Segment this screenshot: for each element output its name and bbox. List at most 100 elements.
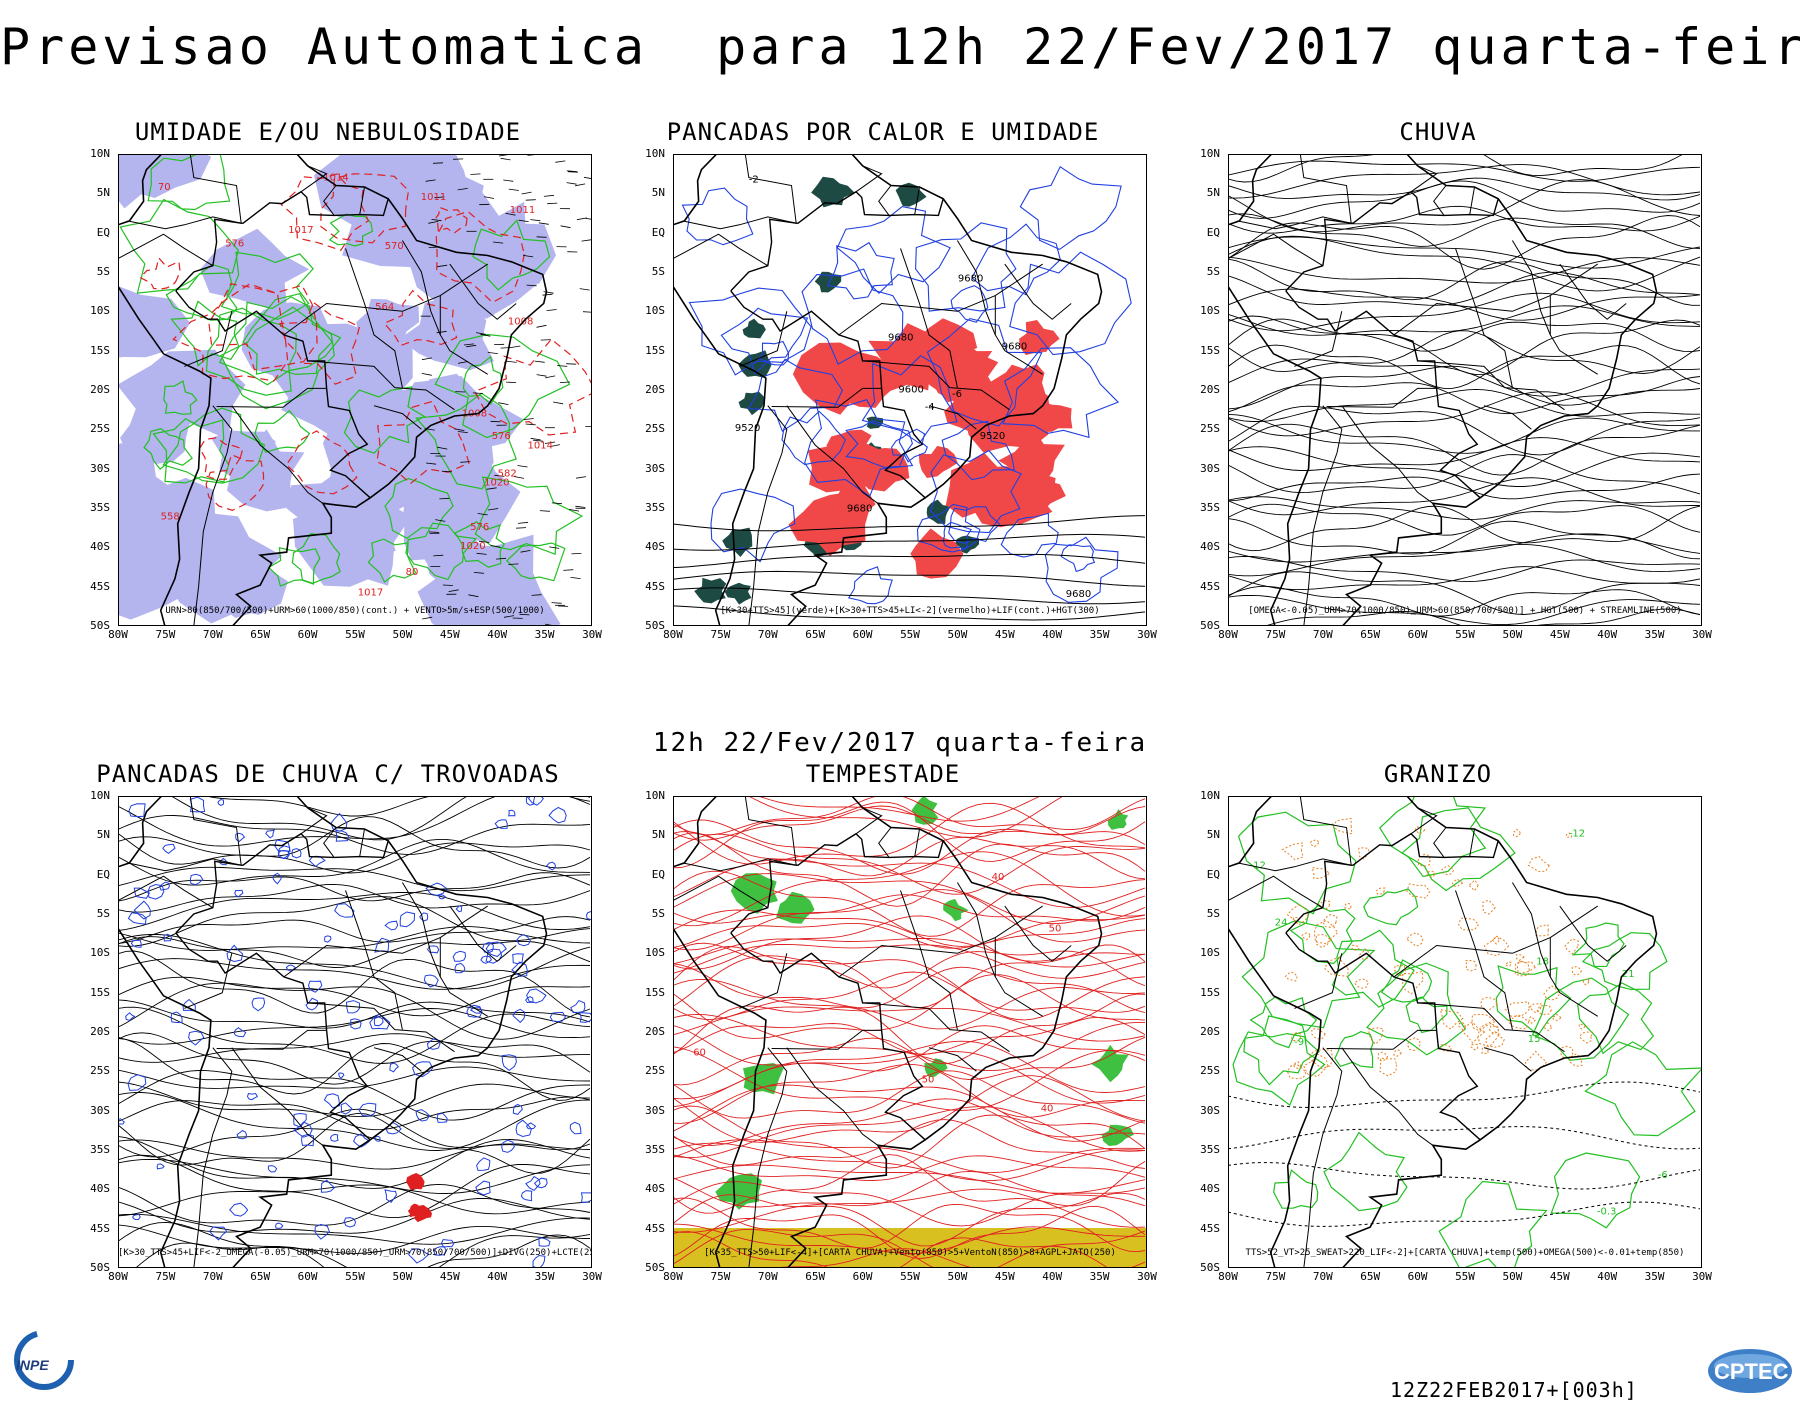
forecast-map [1228,154,1702,626]
longitude-label: 45W [1540,628,1580,641]
latitude-label: 5N [48,186,110,199]
longitude-label: 50W [1492,1270,1532,1283]
wind-arrow [491,421,501,422]
latitude-label: 35S [48,501,110,514]
panel-caption: TTS>52_VT>25_SWEAT>220_LIF<-2]+[CARTA CH… [1228,1248,1702,1258]
contour-label: -6 [1658,1170,1668,1181]
longitude-label: 60W [288,628,328,641]
contour-label: 564 [375,302,394,313]
latitude-label: 15S [603,986,665,999]
map-background [118,796,592,1268]
longitude-label: 55W [890,1270,930,1283]
longitude-label: 40W [1587,1270,1627,1283]
latitude-label: 30S [1158,462,1220,475]
latitude-label: 40S [1158,1182,1220,1195]
longitude-label: 55W [335,1270,375,1283]
contour-label: 576 [470,522,489,533]
latitude-label: 5S [48,265,110,278]
longitude-label: 65W [1350,628,1390,641]
contour-label: 60 [693,1047,706,1058]
latitude-label: 25S [603,1064,665,1077]
latitude-label: 10N [603,789,665,802]
svg-text:CPTEC: CPTEC [1714,1359,1789,1384]
panel-title: PANCADAS DE CHUVA C/ TROVOADAS [48,760,608,788]
latitude-label: 5S [48,907,110,920]
latitude-label: 45S [1158,580,1220,593]
longitude-label: 65W [795,628,835,641]
contour-label: -0.3 [1597,1207,1617,1218]
svg-text:INPE: INPE [16,1357,49,1373]
longitude-label: 55W [1445,628,1485,641]
contour-label: 1014 [528,441,553,452]
contour-label: 15 [1528,1034,1541,1045]
longitude-label: 35W [1635,628,1675,641]
latitude-label: 35S [603,1143,665,1156]
latitude-label: 5S [603,907,665,920]
latitude-label: 15S [48,344,110,357]
latitude-label: 10N [1158,147,1220,160]
contour-label: 1017 [288,225,313,236]
latitude-label: 15S [1158,344,1220,357]
latitude-label: 10N [48,789,110,802]
wind-arrow [429,532,439,533]
latitude-label: 25S [1158,422,1220,435]
contour-label: 1011 [510,205,535,216]
latitude-label: 35S [603,501,665,514]
longitude-label: 60W [288,1270,328,1283]
latitude-label: 5N [603,828,665,841]
latitude-label: 45S [1158,1222,1220,1235]
wind-arrow [566,364,576,365]
wind-arrow [443,585,453,586]
contour-label: 40 [1041,1104,1054,1115]
longitude-label: 35W [1080,628,1120,641]
longitude-label: 45W [430,1270,470,1283]
latitude-label: 15S [1158,986,1220,999]
latitude-label: 30S [1158,1104,1220,1117]
latitude-label: EQ [603,226,665,239]
longitude-label: 50W [937,1270,977,1283]
longitude-label: 75W [1255,628,1295,641]
wind-arrow [433,163,443,164]
latitude-label: 35S [1158,1143,1220,1156]
longitude-label: 80W [98,1270,138,1283]
contour-label: -9 [1294,1037,1304,1048]
panel-title: UMIDADE E/OU NEBULOSIDADE [48,118,608,146]
wind-arrow [506,382,516,383]
longitude-label: 30W [1682,1270,1722,1283]
longitude-label: 50W [937,628,977,641]
longitude-label: 70W [193,1270,233,1283]
longitude-label: 40W [1587,628,1627,641]
latitude-label: 10N [1158,789,1220,802]
latitude-label: 40S [603,540,665,553]
latitude-label: 45S [48,1222,110,1235]
panel-title: CHUVA [1158,118,1718,146]
latitude-label: EQ [1158,868,1220,881]
latitude-label: EQ [1158,226,1220,239]
longitude-label: 50W [1492,628,1532,641]
longitude-label: 65W [240,628,280,641]
latitude-label: 20S [48,383,110,396]
longitude-label: 70W [1303,628,1343,641]
latitude-label: 20S [603,1025,665,1038]
contour-label: 570 [385,241,404,252]
contour-label: 1017 [358,587,383,598]
latitude-label: 10S [48,304,110,317]
latitude-label: 15S [603,344,665,357]
latitude-label: 40S [603,1182,665,1195]
contour-label: 9680 [847,504,872,515]
contour-label: -6 [952,389,962,400]
latitude-label: 20S [48,1025,110,1038]
latitude-label: EQ [48,868,110,881]
contour-label: 9680 [888,333,913,344]
latitude-label: 25S [48,422,110,435]
contour-label: 50 [922,1075,935,1086]
panel-title: PANCADAS POR CALOR E UMIDADE [603,118,1163,146]
latitude-label: 35S [1158,501,1220,514]
cptec-logo: CPTEC [1706,1346,1794,1396]
latitude-label: 20S [1158,383,1220,396]
longitude-label: 60W [1398,1270,1438,1283]
